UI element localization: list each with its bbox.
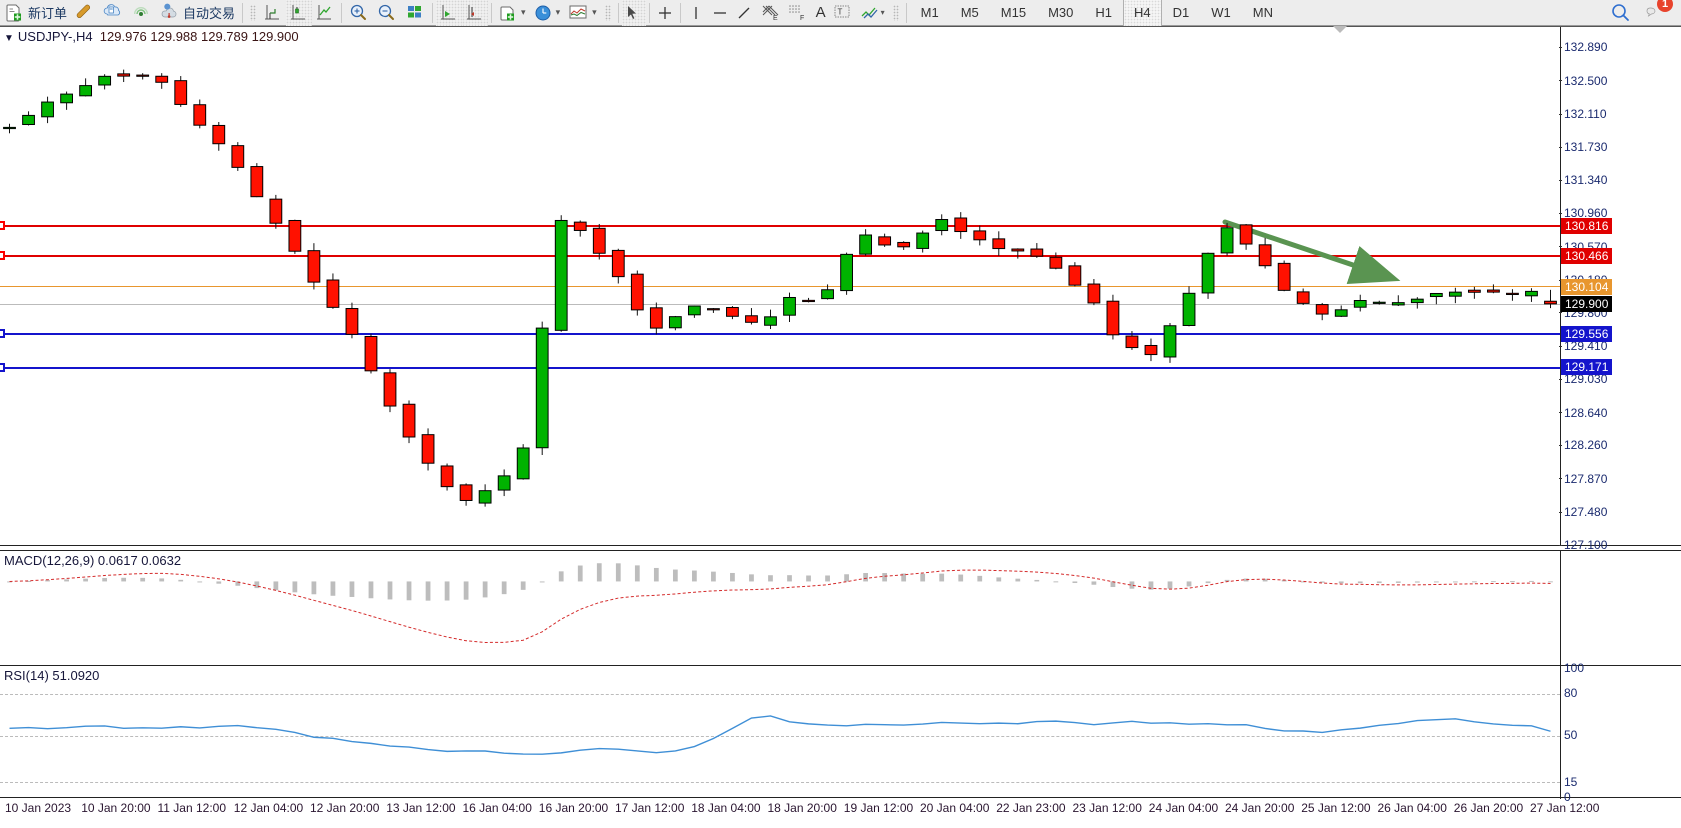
svg-text:T: T — [837, 7, 842, 16]
svg-text:E: E — [773, 15, 778, 22]
svg-text:F: F — [800, 15, 804, 22]
